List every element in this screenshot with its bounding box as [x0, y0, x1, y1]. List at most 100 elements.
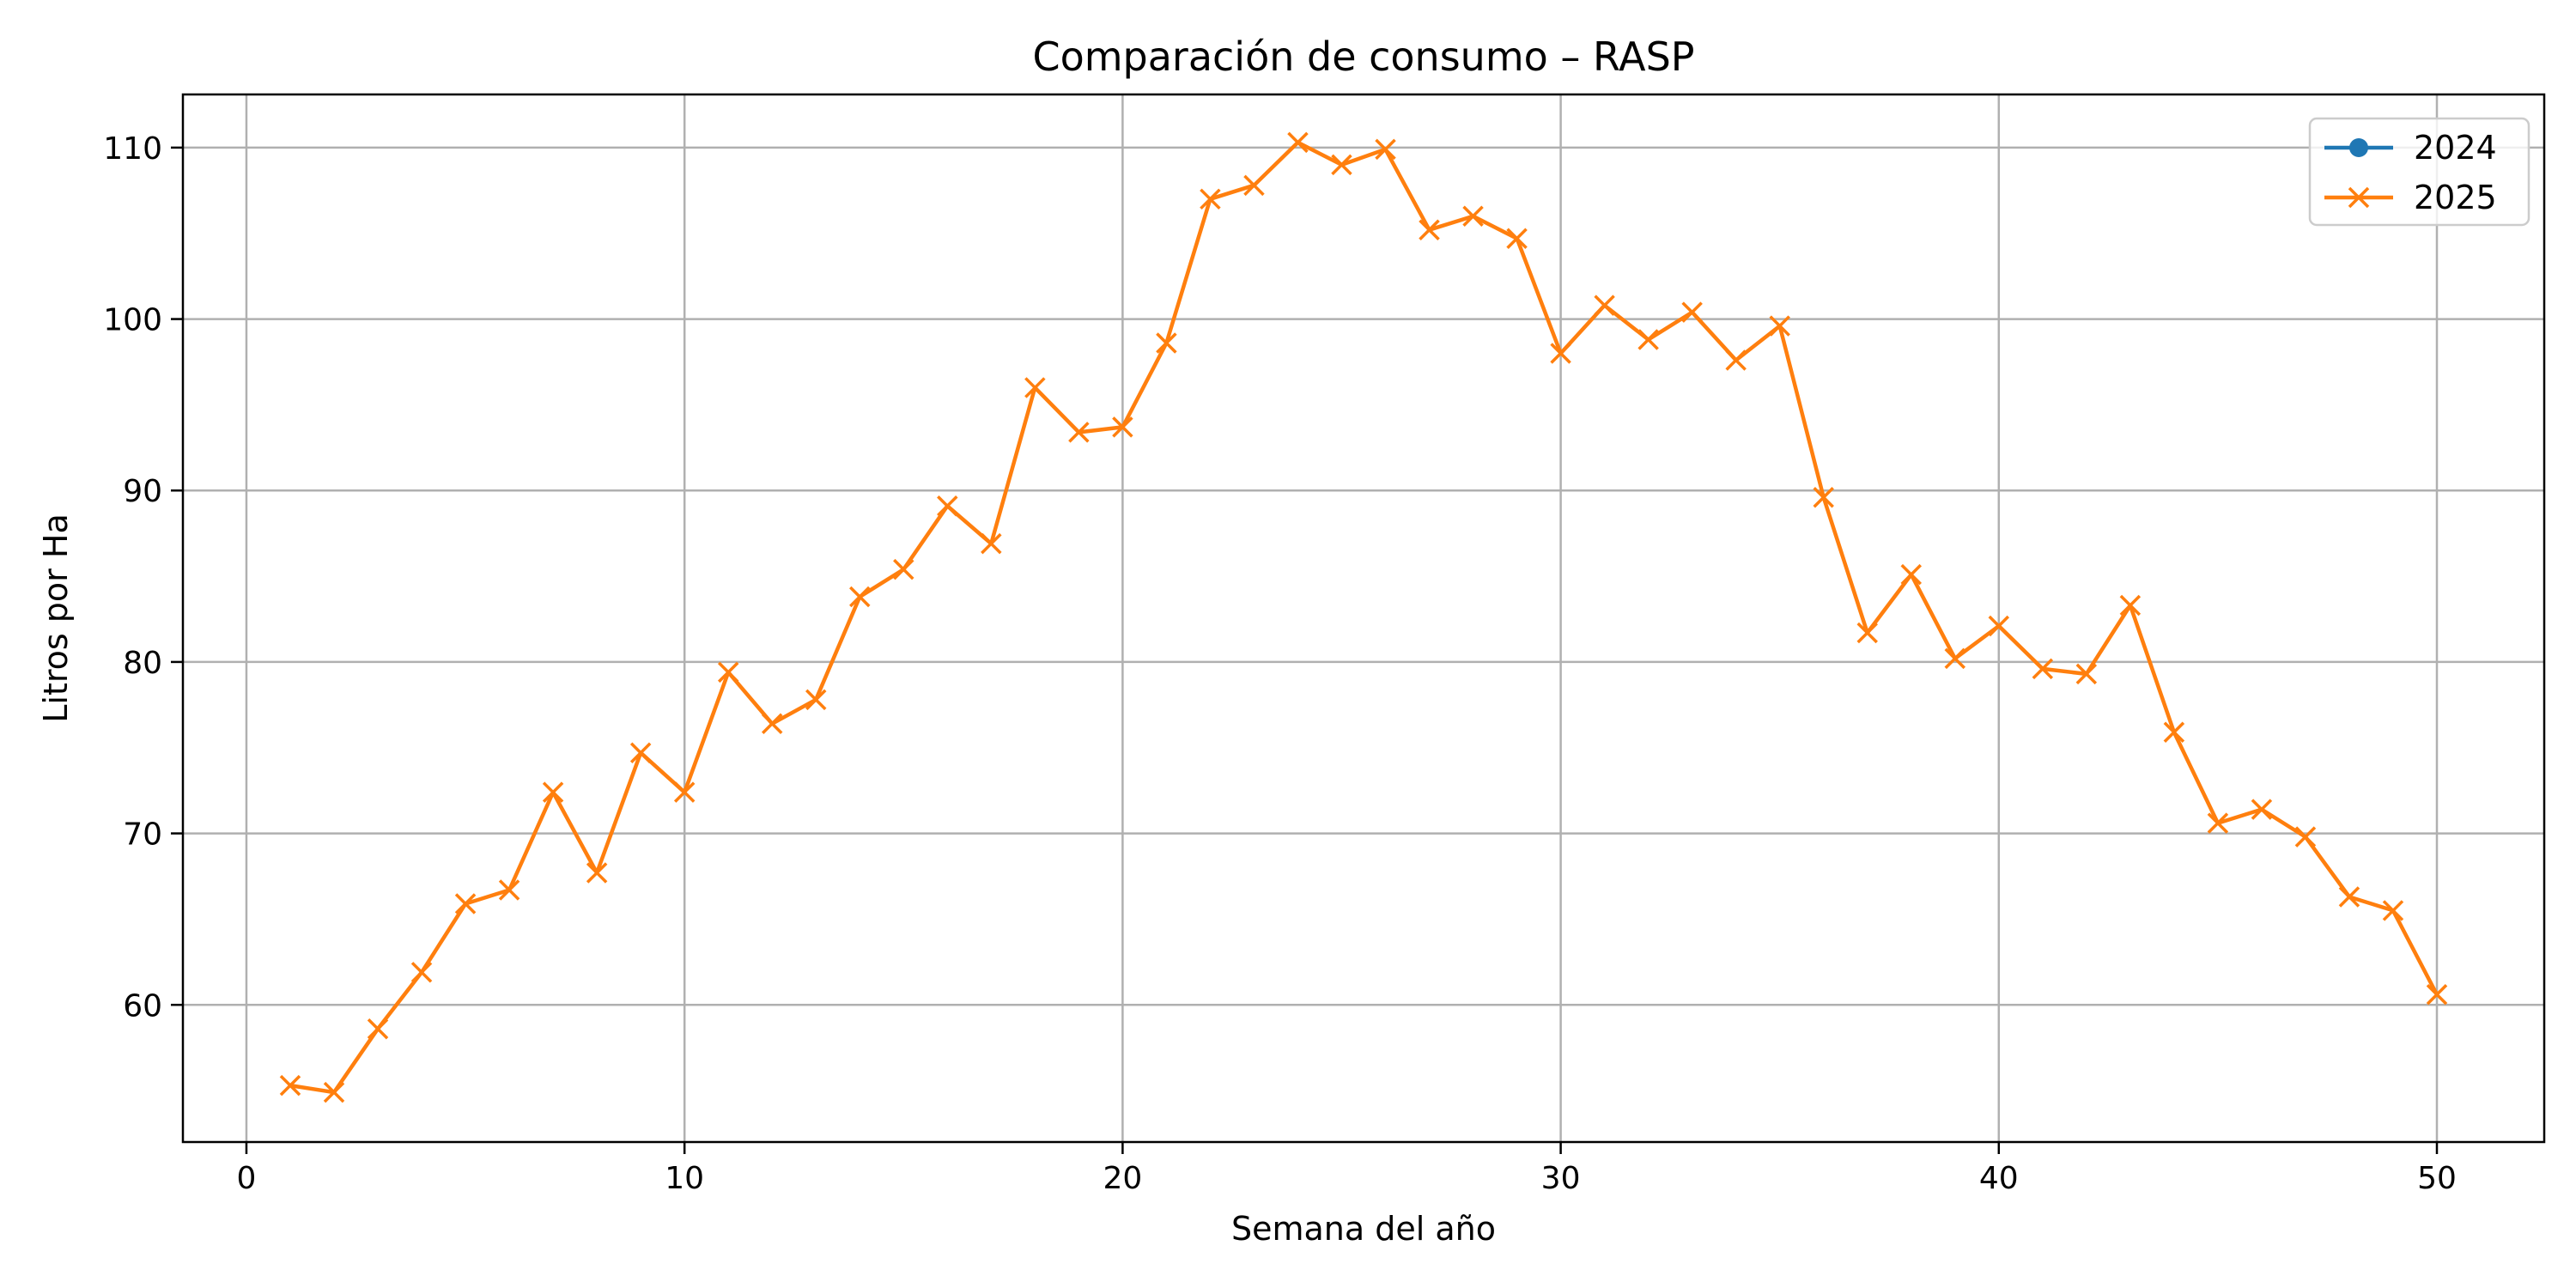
data-point	[981, 532, 1002, 555]
legend: 2024 2025	[2308, 117, 2530, 227]
data-point-stroke	[1024, 377, 1046, 398]
x-axis-label: Semana del año	[1231, 1210, 1496, 1248]
data-point-stroke	[893, 558, 914, 580]
legend-label-2024: 2024	[2414, 129, 2497, 167]
data-point	[1769, 315, 1790, 337]
data-point	[893, 558, 914, 580]
legend-label-2025: 2025	[2414, 179, 2497, 216]
data-point	[367, 1018, 389, 1040]
data-point	[1024, 377, 1046, 398]
data-point	[1068, 422, 1090, 443]
data-point	[2207, 812, 2229, 834]
y-tick-label: 90	[123, 474, 162, 509]
data-point-stroke	[1813, 486, 1834, 508]
ticks: 0 10 20 30 40 50 60 70 80 90 100 110	[103, 131, 2457, 1196]
data-point-stroke	[2294, 826, 2317, 848]
data-point-stroke	[1287, 131, 1309, 154]
data-point	[805, 689, 827, 711]
data-point-stroke	[937, 495, 958, 517]
data-point-stroke	[1419, 219, 1440, 240]
y-tick-label: 80	[123, 646, 162, 681]
data-point	[1287, 131, 1309, 154]
plot-frame	[181, 93, 2546, 1144]
data-point	[1900, 563, 1922, 586]
data-point	[1200, 188, 1221, 210]
data-point	[1506, 228, 1528, 249]
data-point-stroke	[1462, 205, 1484, 228]
data-point-stroke	[1068, 422, 1090, 443]
data-point	[1637, 329, 1659, 350]
data-point-stroke	[849, 586, 871, 608]
data-point	[761, 713, 783, 735]
data-point	[2338, 886, 2360, 908]
data-point	[1594, 295, 1615, 316]
data-point	[1375, 138, 1396, 161]
data-point	[323, 1081, 345, 1103]
data-point	[2163, 721, 2185, 744]
data-point-stroke	[410, 962, 433, 983]
data-point	[1725, 349, 1747, 371]
data-point-stroke	[1243, 174, 1265, 197]
data-point-stroke	[542, 781, 564, 803]
data-point-stroke	[1900, 563, 1922, 586]
data-point-stroke	[717, 661, 739, 683]
x-tick-label: 10	[665, 1161, 704, 1196]
data-point-stroke	[1725, 349, 1747, 371]
data-point-stroke	[1681, 301, 1703, 323]
data-point	[498, 879, 520, 901]
data-point	[2251, 799, 2273, 820]
data-point	[2075, 663, 2098, 685]
data-point	[1988, 615, 2010, 637]
y-axis-label: Litros por Ha	[37, 513, 75, 722]
data-point	[937, 495, 958, 517]
data-point-stroke	[1331, 154, 1352, 176]
data-point	[673, 781, 696, 803]
data-point	[586, 862, 608, 884]
data-point-stroke	[805, 689, 827, 711]
data-point-stroke	[1988, 615, 2010, 637]
data-point	[629, 742, 652, 763]
data-point-stroke	[1550, 343, 1571, 364]
data-point-stroke	[1769, 315, 1790, 337]
data-point	[454, 893, 477, 914]
data-point	[2426, 984, 2448, 1005]
data-point-stroke	[323, 1081, 345, 1103]
data-point	[2032, 658, 2054, 680]
data-point-stroke	[279, 1074, 301, 1097]
data-point-stroke	[2382, 900, 2404, 921]
data-point	[1813, 486, 1834, 508]
data-point-stroke	[2251, 799, 2273, 820]
data-point-stroke	[1200, 188, 1221, 210]
data-point	[1156, 332, 1177, 354]
data-point-stroke	[1856, 622, 1878, 644]
x-tick-label: 50	[2417, 1161, 2457, 1196]
y-tick-label: 110	[103, 131, 162, 167]
data-point-stroke	[2075, 663, 2098, 685]
x-tick-label: 30	[1541, 1161, 1581, 1196]
x-tick-label: 0	[237, 1161, 257, 1196]
data-point-stroke	[1637, 329, 1659, 350]
data-point	[1243, 174, 1265, 197]
data-point-stroke	[2163, 721, 2185, 744]
data-point	[2382, 900, 2404, 921]
data-point-stroke	[1156, 332, 1177, 354]
data-point-stroke	[1944, 647, 1966, 670]
data-point	[542, 781, 564, 803]
data-point-stroke	[454, 893, 477, 914]
data-point-stroke	[2207, 812, 2229, 834]
data-point	[717, 661, 739, 683]
data-point	[1681, 301, 1703, 323]
legend-marker-2025	[2348, 186, 2370, 209]
legend-marker-2024	[2349, 138, 2368, 157]
data-point	[1112, 416, 1133, 438]
x-tick-label: 20	[1103, 1161, 1142, 1196]
data-point	[1856, 622, 1878, 644]
data-point-stroke	[1506, 228, 1528, 249]
x-tick-label: 40	[1979, 1161, 2019, 1196]
data-point	[1419, 219, 1440, 240]
data-point	[410, 962, 433, 983]
data-point	[2294, 826, 2317, 848]
data-point-stroke	[1594, 295, 1615, 316]
